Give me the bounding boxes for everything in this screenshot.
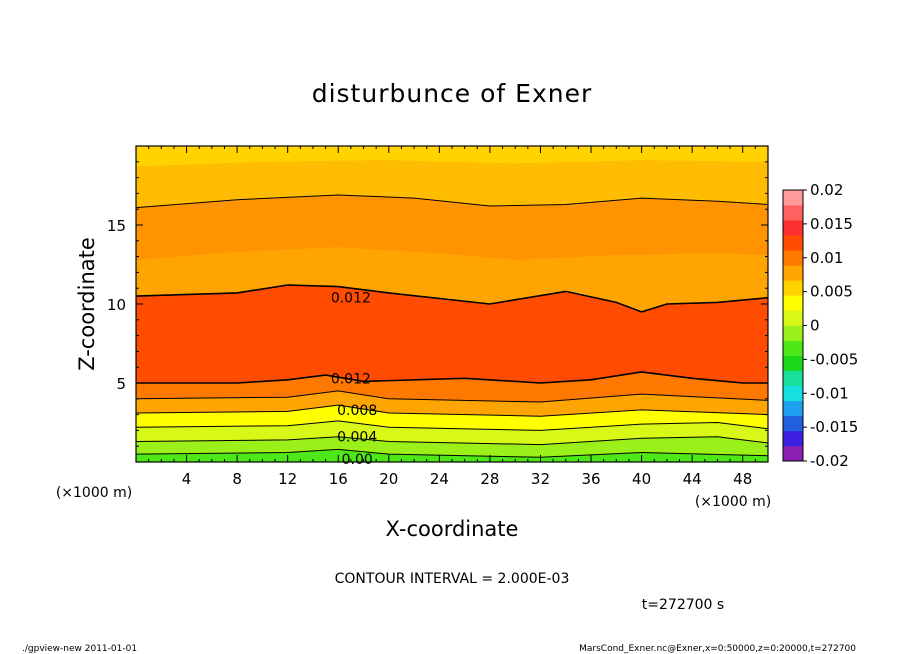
x-tick-label: 4 xyxy=(182,470,192,488)
contour-label: 0.00 xyxy=(342,452,373,468)
colorbar: 0.02 0.015 0.01 0.005 0 -0.005 -0.01 -0.015 -0.0… xyxy=(782,181,858,470)
colorbar-swatch xyxy=(783,415,803,432)
x-tick-label: 12 xyxy=(278,470,297,488)
colorbar-swatch xyxy=(783,430,803,447)
contour-label: 0.012 xyxy=(331,371,371,387)
colorbar-label: -0.01 xyxy=(810,384,849,402)
colorbar-label: 0.015 xyxy=(810,215,853,233)
colorbar-swatch xyxy=(783,400,803,417)
high-region xyxy=(692,337,768,368)
colorbar-label: -0.005 xyxy=(810,350,858,368)
x-unit-left: (×1000 m) xyxy=(56,485,132,501)
colorbar-label: 0 xyxy=(810,317,820,335)
colorbar-label: 0.005 xyxy=(810,283,853,301)
x-tick-label: 20 xyxy=(379,470,398,488)
x-tick-label: 24 xyxy=(430,470,449,488)
contour-line xyxy=(135,404,769,417)
x-tick-label: 8 xyxy=(232,470,242,488)
x-tick-label: 36 xyxy=(581,470,600,488)
contour-line xyxy=(136,371,768,384)
contour-line xyxy=(135,194,769,209)
colorbar-swatch xyxy=(783,220,803,236)
colorbar-swatch xyxy=(783,340,803,356)
colorbar-label: -0.015 xyxy=(810,418,858,436)
contour-label: 0.012 xyxy=(331,291,371,307)
x-unit-right: (×1000 m) xyxy=(695,494,771,510)
contour-label: 0.004 xyxy=(337,430,377,446)
y-tick-label: 15 xyxy=(107,217,126,235)
colorbar-swatch xyxy=(783,325,803,341)
y-axis-label: Z-coordinate xyxy=(75,237,99,371)
contour-interval: CONTOUR INTERVAL = 2.000E-03 xyxy=(335,571,570,587)
x-tick-label: 16 xyxy=(329,470,348,488)
colorbar-swatch xyxy=(783,265,803,281)
time-stamp: t=272700 s xyxy=(642,597,724,613)
x-tick-label: 28 xyxy=(480,470,499,488)
y-tick-label: 10 xyxy=(107,296,126,314)
contour-line xyxy=(135,436,769,446)
contour-line xyxy=(135,284,769,313)
colorbar-swatch xyxy=(783,355,803,371)
chart-title: disturbunce of Exner xyxy=(312,79,593,108)
colorbar-swatch xyxy=(783,280,803,296)
colorbar-swatch xyxy=(783,250,803,266)
x-tick-label: 40 xyxy=(632,470,651,488)
colorbar-swatch xyxy=(783,190,803,206)
contour-line xyxy=(135,448,769,458)
colorbar-swatch xyxy=(783,445,803,462)
footer-right: MarsCond_Exner.nc@Exner,x=0:50000,z=0:20… xyxy=(579,644,856,654)
colorbar-swatch xyxy=(783,205,803,221)
colorbar-swatch xyxy=(783,370,803,387)
colorbar-swatch xyxy=(783,235,803,251)
colorbar-swatch xyxy=(783,385,803,402)
colorbar-swatch xyxy=(783,295,803,311)
colorbar-swatch xyxy=(783,310,803,326)
colorbar-label: 0.02 xyxy=(810,181,843,199)
footer-left: ./gpview-new 2011-01-01 xyxy=(22,644,137,654)
x-tick-label: 32 xyxy=(531,470,550,488)
x-axis-label: X-coordinate xyxy=(386,517,519,541)
y-tick-label: 5 xyxy=(116,375,126,393)
colorbar-label: -0.02 xyxy=(810,452,849,470)
band-fill xyxy=(136,146,768,167)
x-tick-label: 44 xyxy=(683,470,702,488)
contour-label: 0.008 xyxy=(337,403,377,419)
x-tick-label: 48 xyxy=(733,470,752,488)
contour-line xyxy=(135,390,769,403)
high-region xyxy=(136,323,598,372)
contour-line xyxy=(135,420,769,431)
colorbar-label: 0.01 xyxy=(810,249,843,267)
